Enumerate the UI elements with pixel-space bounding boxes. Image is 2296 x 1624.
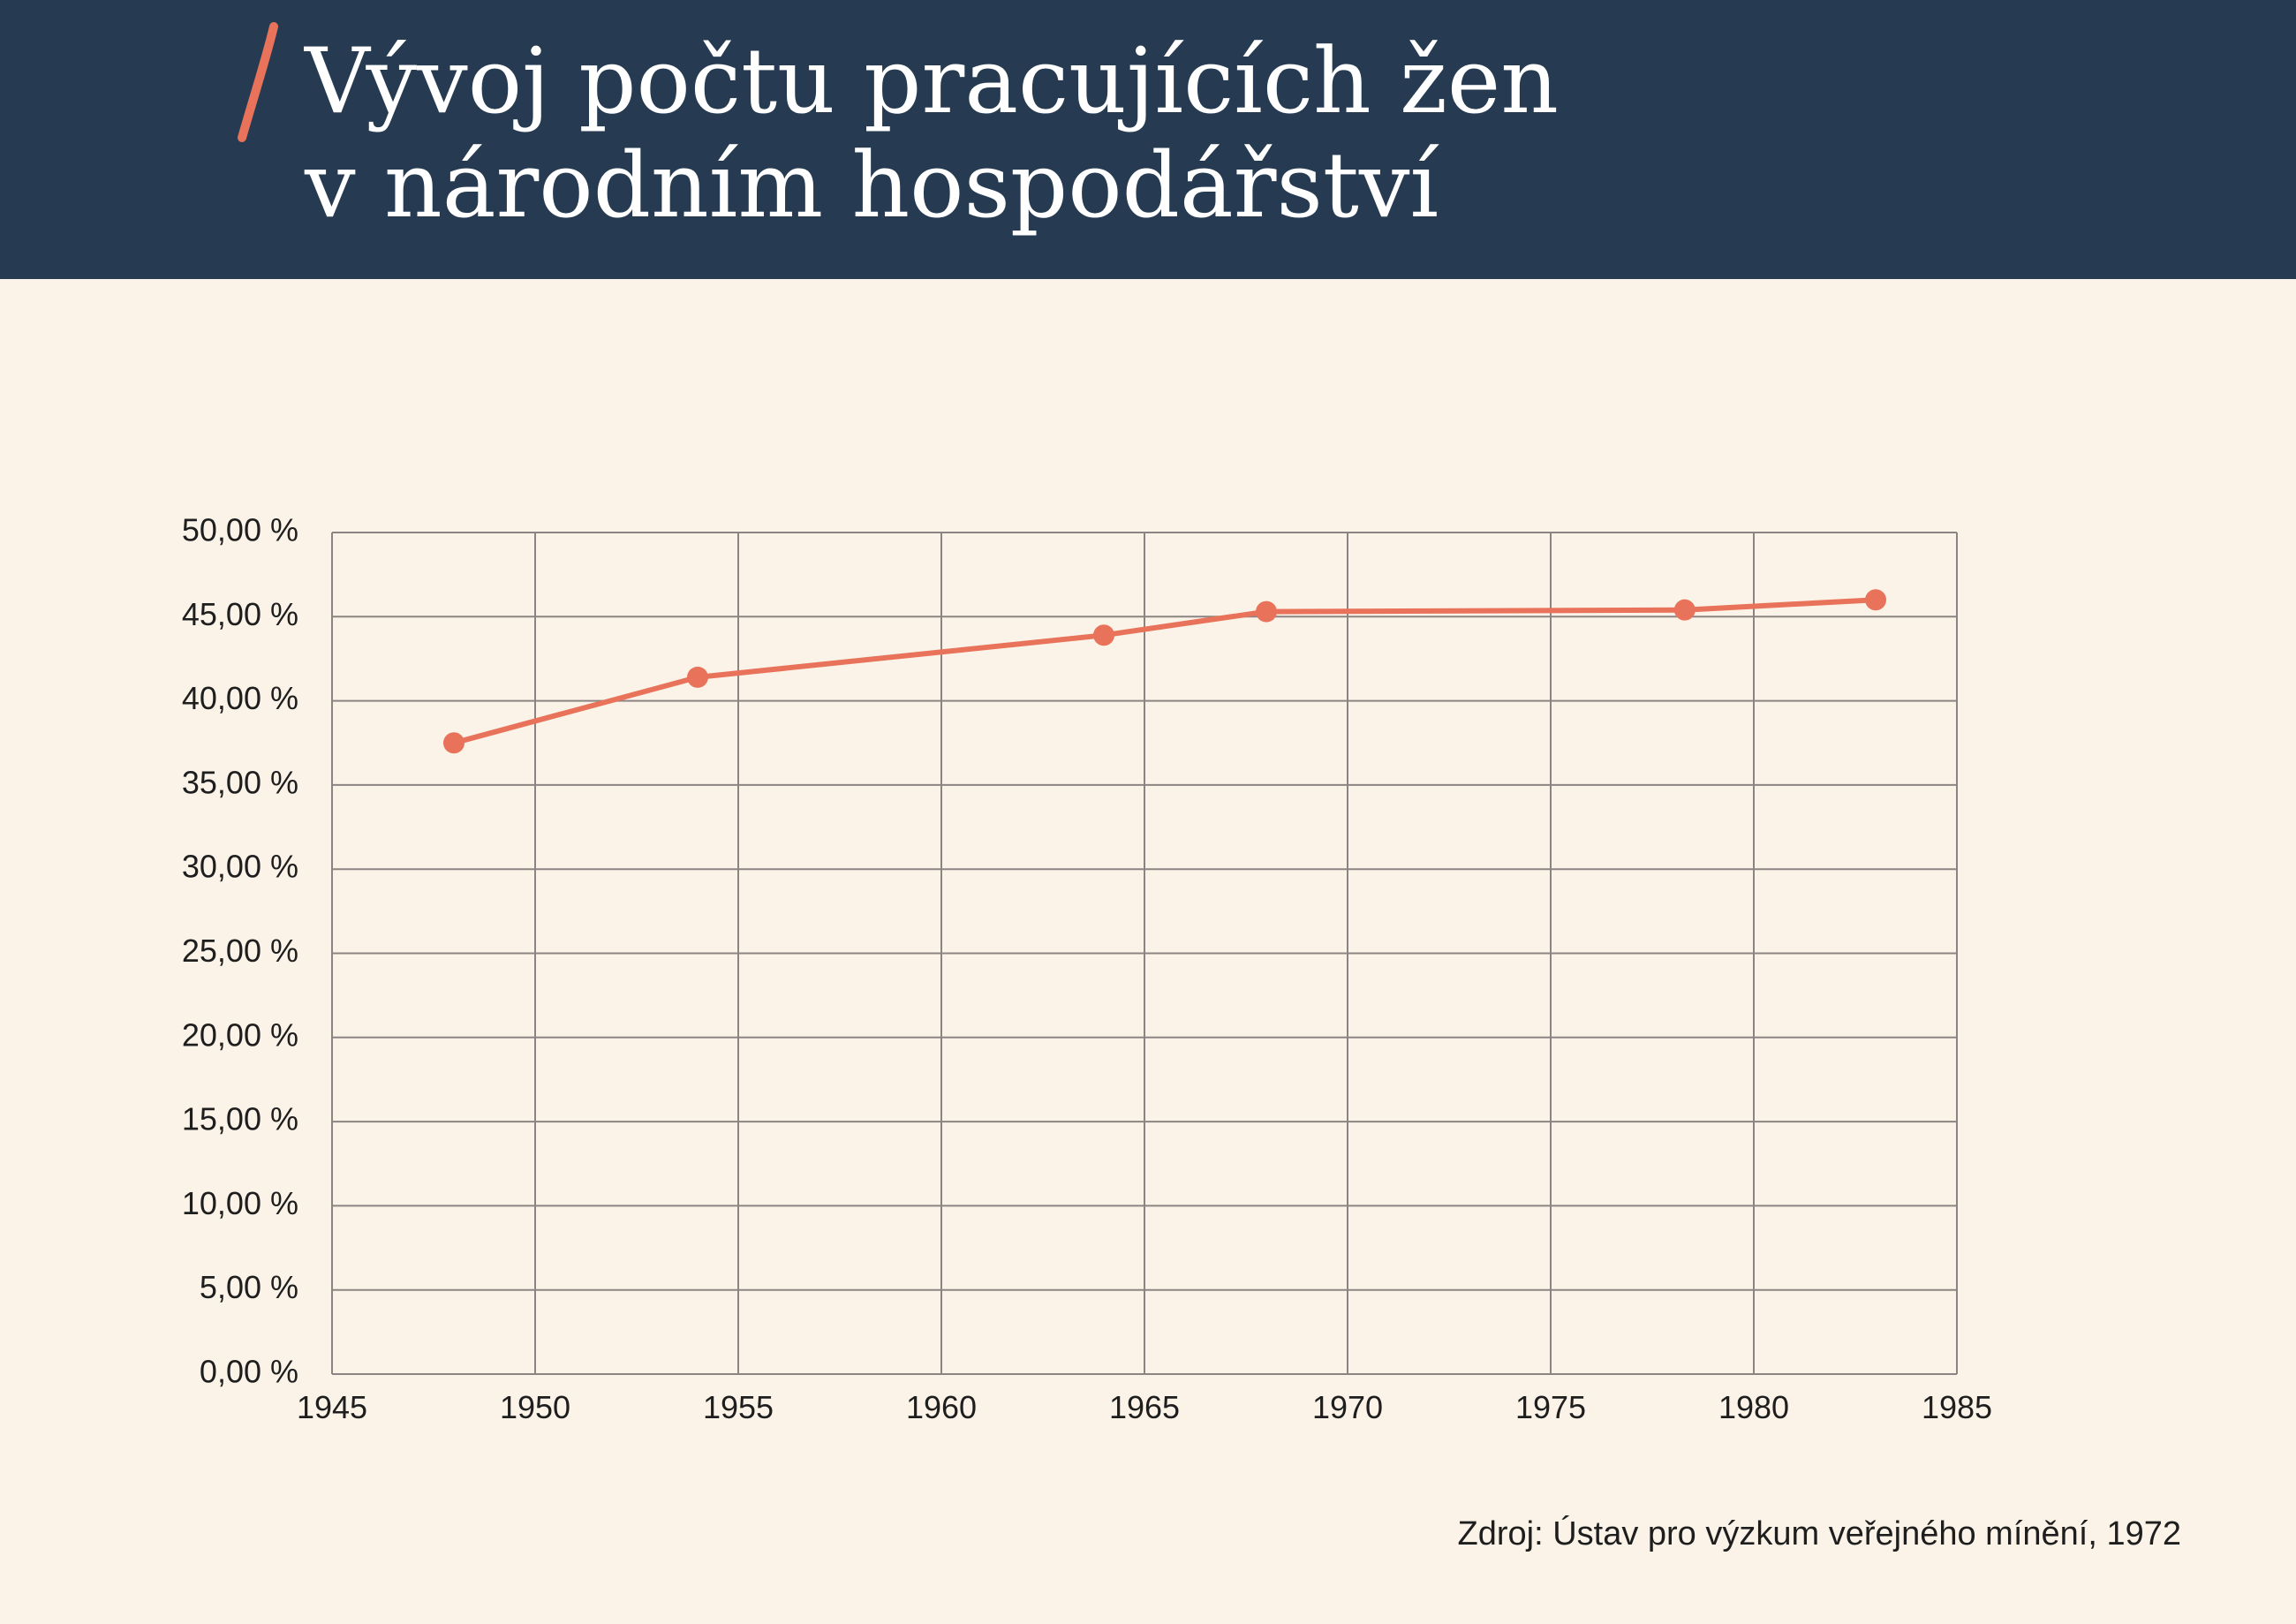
y-tick-label: 30,00 % bbox=[182, 849, 298, 885]
y-tick-label: 40,00 % bbox=[182, 680, 298, 716]
x-axis-tick-labels: 1945 1950 1955 1960 1965 1970 1975 1980 1985 bbox=[297, 1389, 1992, 1425]
data-point bbox=[1093, 624, 1114, 646]
data-point bbox=[687, 666, 708, 688]
header-banner: Vývoj počtu pracujících žen v národním h… bbox=[0, 0, 2296, 279]
accent-slash-icon bbox=[238, 22, 278, 142]
x-tick-label: 1955 bbox=[703, 1389, 774, 1425]
y-tick-label: 35,00 % bbox=[182, 764, 298, 800]
y-tick-label: 25,00 % bbox=[182, 933, 298, 969]
y-tick-label: 45,00 % bbox=[182, 596, 298, 632]
y-axis-tick-labels: 0,00 % 5,00 % 10,00 % 15,00 % 20,00 % 25,00 %… bbox=[182, 512, 298, 1390]
y-tick-label: 20,00 % bbox=[182, 1016, 298, 1053]
chart-grid bbox=[331, 532, 1958, 1375]
source-note: Zdroj: Ústav pro výzkum veřejného mínění… bbox=[1457, 1515, 2182, 1552]
series-line bbox=[451, 597, 1878, 746]
title-line-1: Vývoj počtu pracujících žen bbox=[305, 29, 1559, 134]
title-line-2: v národním hospodářství bbox=[305, 133, 1439, 238]
data-point bbox=[1256, 601, 1277, 623]
y-tick-label: 5,00 % bbox=[200, 1269, 298, 1305]
chart-series bbox=[443, 589, 1886, 754]
x-tick-label: 1975 bbox=[1515, 1389, 1586, 1425]
data-point bbox=[443, 732, 464, 754]
y-tick-label: 10,00 % bbox=[182, 1185, 298, 1221]
x-tick-label: 1945 bbox=[297, 1389, 367, 1425]
y-tick-label: 0,00 % bbox=[200, 1354, 298, 1390]
x-tick-label: 1950 bbox=[500, 1389, 570, 1425]
page-title: Vývoj počtu pracujících žen v národním h… bbox=[305, 30, 1559, 238]
x-tick-label: 1960 bbox=[906, 1389, 977, 1425]
y-tick-label: 15,00 % bbox=[182, 1101, 298, 1137]
x-tick-label: 1970 bbox=[1312, 1389, 1383, 1425]
x-tick-label: 1980 bbox=[1718, 1389, 1789, 1425]
x-tick-label: 1985 bbox=[1922, 1389, 1992, 1425]
data-point bbox=[1673, 599, 1696, 621]
data-point bbox=[1865, 589, 1886, 611]
x-tick-label: 1965 bbox=[1109, 1389, 1180, 1425]
y-tick-label: 50,00 % bbox=[182, 512, 298, 548]
